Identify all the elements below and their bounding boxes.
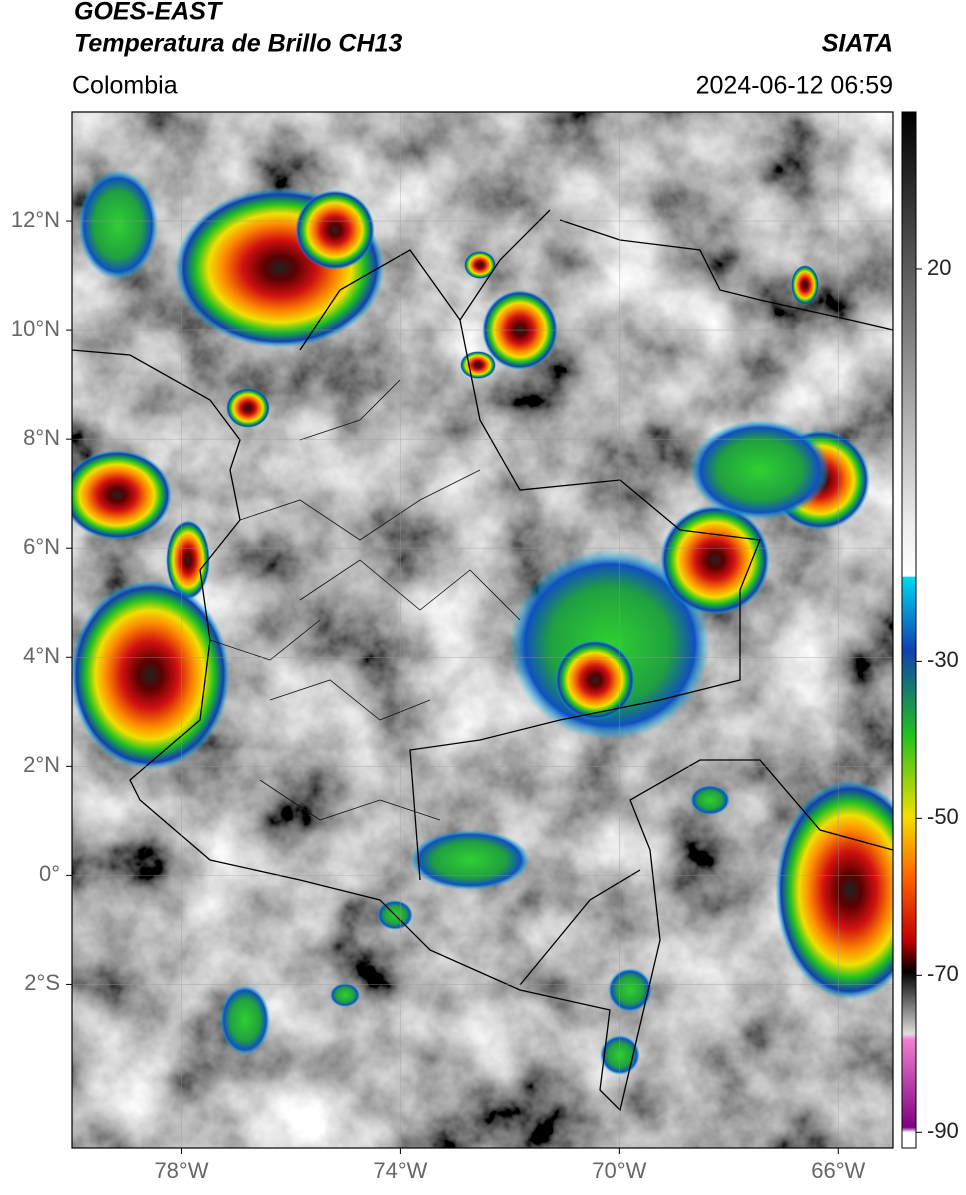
- x-tick-label: 78°W: [154, 1158, 208, 1183]
- colorbar-tick-label: 20: [927, 255, 951, 280]
- y-tick-label: 0°: [39, 861, 60, 886]
- y-tick-label: 2°N: [23, 752, 60, 777]
- y-tick-label: 10°N: [11, 316, 60, 341]
- grid: [72, 112, 893, 1148]
- y-tick-label: 2°S: [24, 970, 60, 995]
- y-tick-label: 8°N: [23, 425, 60, 450]
- satellite: GOES-EAST: [74, 0, 224, 26]
- colorbar-tick-label: -50: [927, 804, 959, 829]
- product: Temperatura de Brillo CH13: [74, 30, 402, 58]
- source: SIATA: [822, 30, 893, 58]
- region: Colombia: [72, 72, 178, 100]
- colorbar: [901, 111, 917, 1149]
- x-tick-label: 66°W: [811, 1158, 865, 1183]
- colorbar-tick-label: -90: [927, 1118, 959, 1143]
- x-tick-label: 74°W: [373, 1158, 427, 1183]
- x-tick-label: 70°W: [592, 1158, 646, 1183]
- satellite-image: [72, 112, 893, 1148]
- colorbar-tick-label: -30: [927, 647, 959, 672]
- y-tick-label: 6°N: [23, 534, 60, 559]
- map-frame: [71, 111, 894, 1149]
- y-tick-label: 12°N: [11, 207, 60, 232]
- datetime: 2024-06-12 06:59: [696, 72, 893, 100]
- y-tick-label: 4°N: [23, 643, 60, 668]
- colorbar-tick-label: -70: [927, 961, 959, 986]
